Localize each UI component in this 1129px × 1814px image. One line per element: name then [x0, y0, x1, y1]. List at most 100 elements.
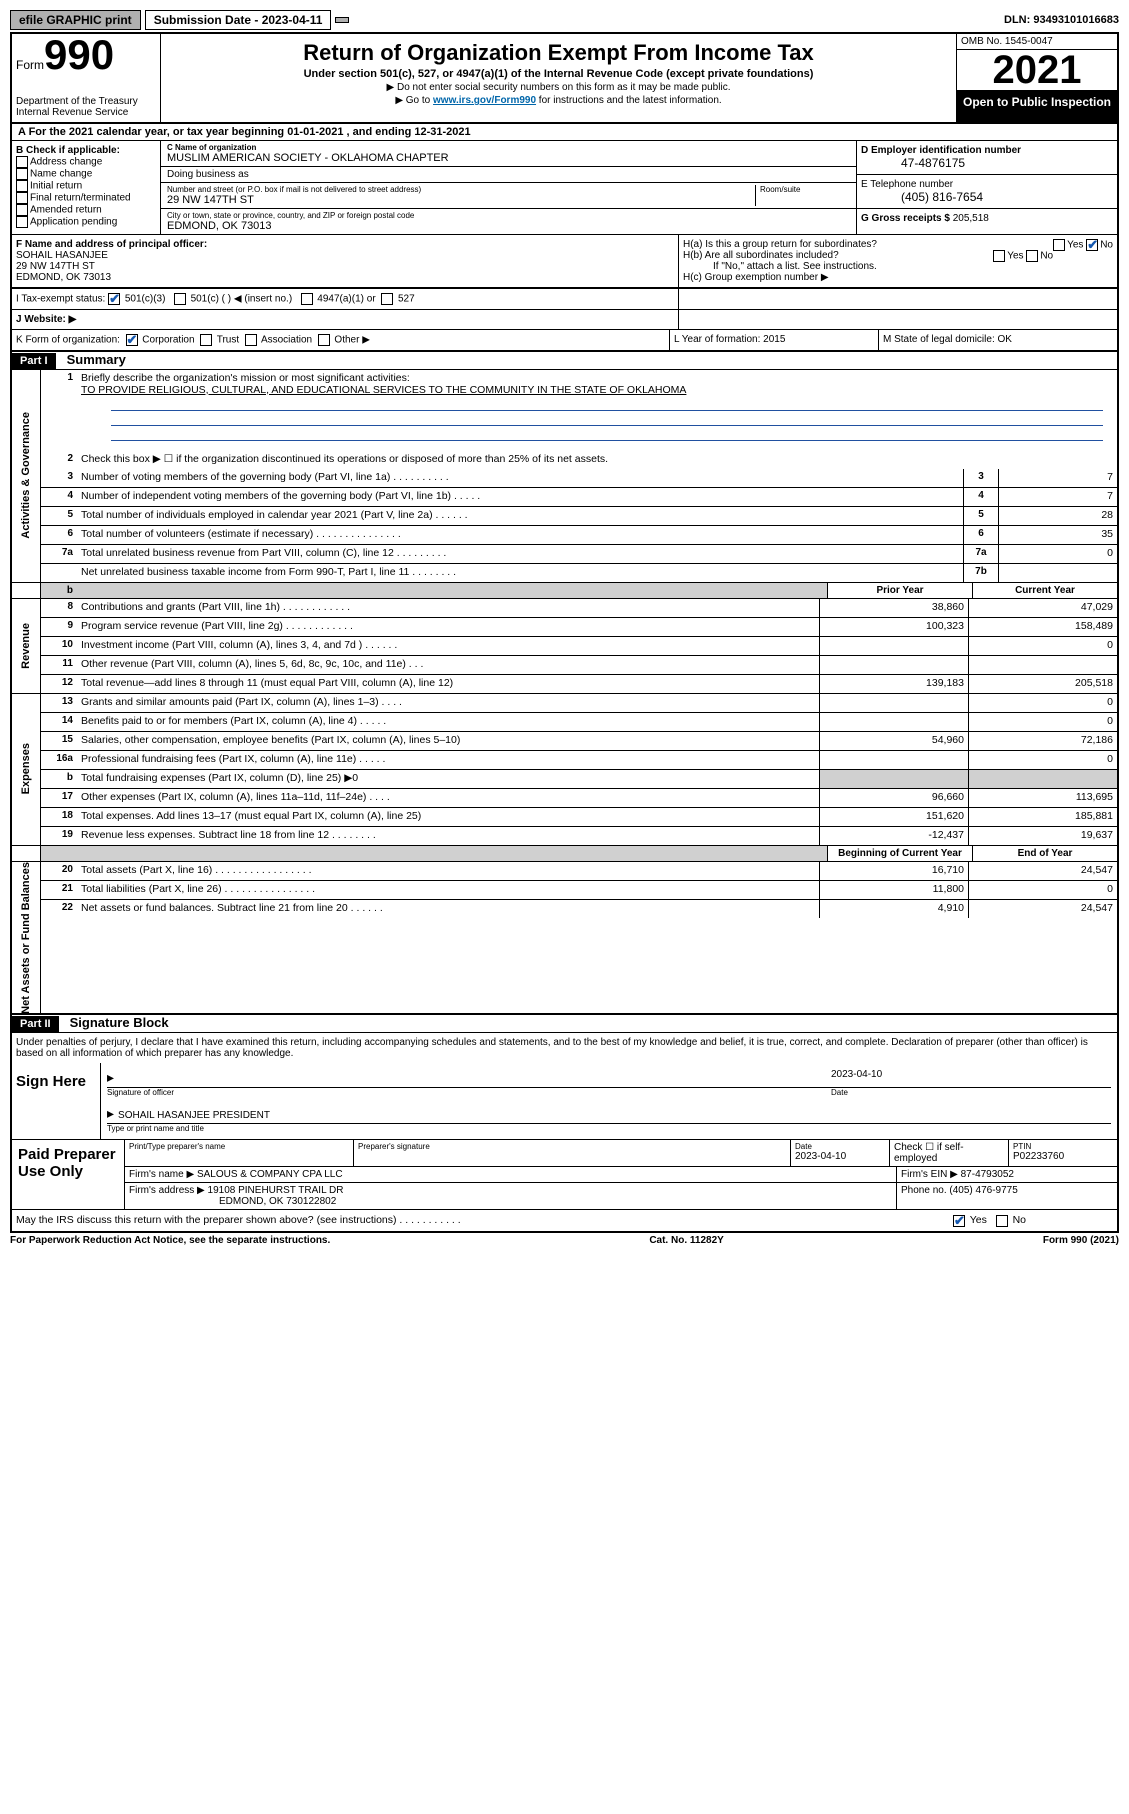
data-line: 10Investment income (Part VIII, column (… [41, 636, 1117, 655]
row-k: K Form of organization: Corporation Trus… [12, 330, 669, 350]
chk-527[interactable] [381, 293, 393, 305]
dept: Department of the TreasuryInternal Reven… [16, 96, 156, 118]
preparer-block: Paid Preparer Use Only Print/Type prepar… [12, 1140, 1117, 1210]
irs-link[interactable]: www.irs.gov/Form990 [433, 95, 536, 106]
end-year-header: End of Year [972, 846, 1117, 861]
revenue-section: Revenue 8Contributions and grants (Part … [12, 599, 1117, 694]
row-m: M State of legal domicile: OK [878, 330, 1117, 350]
data-line: 13Grants and similar amounts paid (Part … [41, 694, 1117, 712]
chk-501c3[interactable] [108, 293, 120, 305]
sign-block: Sign Here 2023-04-10 Signature of office… [12, 1063, 1117, 1140]
prep-check[interactable]: Check ☐ if self-employed [890, 1140, 1009, 1166]
chk-assoc[interactable] [245, 334, 257, 346]
sign-here-label: Sign Here [12, 1063, 100, 1139]
part2-header-row: Part II Signature Block [12, 1015, 1117, 1033]
data-line: 22Net assets or fund balances. Subtract … [41, 899, 1117, 918]
chk-name[interactable]: Name change [16, 168, 156, 180]
may-irs-text: May the IRS discuss this return with the… [16, 1214, 953, 1226]
col-c: C Name of organization MUSLIM AMERICAN S… [161, 141, 856, 234]
phone: (405) 816-7654 [861, 190, 1113, 204]
sig-line-1[interactable] [107, 1069, 831, 1087]
chk-trust[interactable] [200, 334, 212, 346]
prep-phone: (405) 476-9775 [949, 1185, 1017, 1196]
header-center: Return of Organization Exempt From Incom… [161, 34, 956, 122]
beginning-year-header: Beginning of Current Year [827, 846, 972, 861]
current-year-header: Current Year [972, 583, 1117, 598]
officer-city: EDMOND, OK 73013 [16, 272, 674, 283]
officer-name: SOHAIL HASANJEE [16, 250, 674, 261]
f-label: F Name and address of principal officer: [16, 239, 674, 250]
chk-501c[interactable] [174, 293, 186, 305]
prior-year-header: Prior Year [827, 583, 972, 598]
gov-line: 6Total number of volunteers (estimate if… [41, 525, 1117, 544]
sig-officer-label: Signature of officer [107, 1088, 831, 1097]
chk-amended[interactable]: Amended return [16, 204, 156, 216]
mission-text: TO PROVIDE RELIGIOUS, CULTURAL, AND EDUC… [81, 384, 686, 396]
expense-section: Expenses 13Grants and similar amounts pa… [12, 694, 1117, 846]
firm-name: SALOUS & COMPANY CPA LLC [197, 1169, 343, 1180]
dba-label: Doing business as [167, 169, 850, 180]
col-b: B Check if applicable: Address change Na… [12, 141, 161, 234]
spacer-btn [335, 17, 349, 23]
submission-date: Submission Date - 2023-04-11 [145, 10, 332, 30]
side-expenses: Expenses [12, 694, 41, 845]
may-yes-chk[interactable] [953, 1215, 965, 1227]
street: 29 NW 147TH ST [167, 194, 755, 206]
may-no-chk[interactable] [996, 1215, 1008, 1227]
row-i: I Tax-exempt status: 501(c)(3) 501(c) ( … [12, 289, 678, 309]
side-governance: Activities & Governance [12, 370, 41, 582]
form-number: 990 [44, 38, 114, 72]
hc-number [678, 289, 1117, 309]
chk-initial[interactable]: Initial return [16, 180, 156, 192]
footer-mid: Cat. No. 11282Y [649, 1235, 723, 1246]
ein: 47-4876175 [861, 156, 1113, 170]
gov-line: Net unrelated business taxable income fr… [41, 563, 1117, 582]
top-bar: efile GRAPHIC print Submission Date - 20… [10, 10, 1119, 30]
chk-other[interactable] [318, 334, 330, 346]
dln: DLN: 93493101016683 [1004, 14, 1119, 26]
l2-text: Check this box ▶ ☐ if the organization d… [77, 451, 1117, 469]
row-j: J Website: ▶ [12, 310, 678, 329]
j-right [678, 310, 1117, 329]
gross-receipts: 205,518 [953, 213, 989, 224]
row-l: L Year of formation: 2015 [669, 330, 878, 350]
prep-date: 2023-04-10 [795, 1151, 885, 1162]
data-line: bTotal fundraising expenses (Part IX, co… [41, 769, 1117, 788]
l1-text: Briefly describe the organization's miss… [81, 372, 410, 384]
h-note: If "No," attach a list. See instructions… [683, 261, 1113, 272]
gov-line: 7aTotal unrelated business revenue from … [41, 544, 1117, 563]
part2-badge: Part II [12, 1016, 59, 1032]
firm-addr: 19108 PINEHURST TRAIL DR [208, 1185, 344, 1196]
side-revenue: Revenue [12, 599, 41, 693]
declaration: Under penalties of perjury, I declare th… [12, 1033, 1117, 1063]
room-label: Room/suite [760, 185, 850, 194]
gov-section: Activities & Governance 1 Briefly descri… [12, 370, 1117, 583]
paid-label: Paid Preparer Use Only [12, 1140, 125, 1209]
data-line: 8Contributions and grants (Part VIII, li… [41, 599, 1117, 617]
chk-address[interactable]: Address change [16, 156, 156, 168]
f-right: H(a) Is this a group return for subordin… [678, 235, 1117, 287]
org-name: MUSLIM AMERICAN SOCIETY - OKLAHOMA CHAPT… [167, 152, 850, 164]
data-line: 21Total liabilities (Part X, line 26) . … [41, 880, 1117, 899]
netassets-section: Net Assets or Fund Balances 20Total asse… [12, 862, 1117, 1016]
chk-pending[interactable]: Application pending [16, 216, 156, 228]
tax-year: 2021 [957, 50, 1117, 91]
city-label: City or town, state or province, country… [167, 211, 850, 220]
gov-line: 3Number of voting members of the governi… [41, 469, 1117, 487]
netassets-header-row: Beginning of Current Year End of Year [12, 846, 1117, 862]
phone-label: E Telephone number [861, 179, 1113, 190]
firm-city: EDMOND, OK 730122802 [129, 1196, 336, 1207]
part2-title: Signature Block [62, 1015, 169, 1030]
data-line: 16aProfessional fundraising fees (Part I… [41, 750, 1117, 769]
chk-4947[interactable] [301, 293, 313, 305]
col-d: D Employer identification number 47-4876… [856, 141, 1117, 234]
efile-button[interactable]: efile GRAPHIC print [10, 10, 141, 30]
data-line: 15Salaries, other compensation, employee… [41, 731, 1117, 750]
b-label: B Check if applicable: [16, 145, 156, 156]
chk-final[interactable]: Final return/terminated [16, 192, 156, 204]
gov-line: 5Total number of individuals employed in… [41, 506, 1117, 525]
footer-right: Form 990 (2021) [1043, 1235, 1119, 1246]
data-line: 18Total expenses. Add lines 13–17 (must … [41, 807, 1117, 826]
year-header-row: b Prior Year Current Year [12, 583, 1117, 599]
chk-corp[interactable] [126, 334, 138, 346]
